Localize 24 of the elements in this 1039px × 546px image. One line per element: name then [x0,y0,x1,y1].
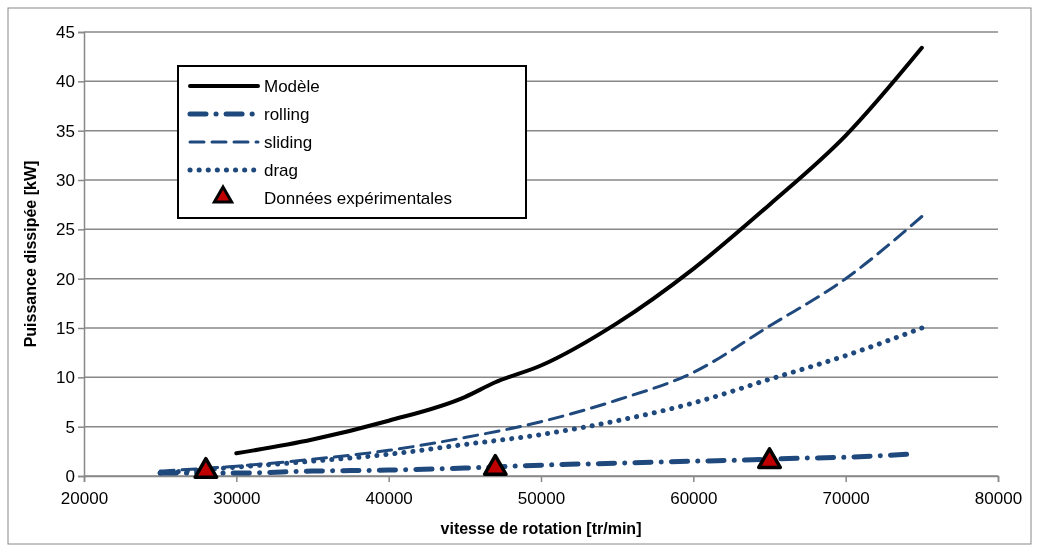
x-tick-label: 50000 [517,488,566,508]
x-tick-label: 40000 [365,488,413,508]
y-tick-label: 15 [56,318,75,338]
x-axis-title: vitesse de rotation [tr/min] [440,520,642,537]
legend-label: rolling [264,105,310,124]
x-tick-label: 20000 [60,488,109,508]
y-tick-label: 5 [65,417,75,437]
y-tick-label: 40 [56,72,75,92]
legend-label: drag [264,161,299,180]
y-tick-label: 25 [56,220,75,240]
y-tick-label: 35 [56,121,75,141]
y-tick-label: 0 [65,466,75,486]
y-tick-label: 10 [56,368,75,388]
x-tick-label: 70000 [822,488,870,508]
x-tick-label: 80000 [974,488,1023,508]
legend-label: Données expérimentales [264,189,453,208]
y-tick-label: 45 [56,22,75,42]
legend-label: sliding [264,133,313,152]
y-tick-label: 30 [56,170,75,190]
y-axis-title: Puissance dissipée [kW] [22,160,39,348]
y-tick-label: 20 [56,269,75,289]
x-tick-label: 60000 [670,488,718,508]
x-tick-label: 30000 [213,488,261,508]
legend-label: Modèle [264,77,320,96]
